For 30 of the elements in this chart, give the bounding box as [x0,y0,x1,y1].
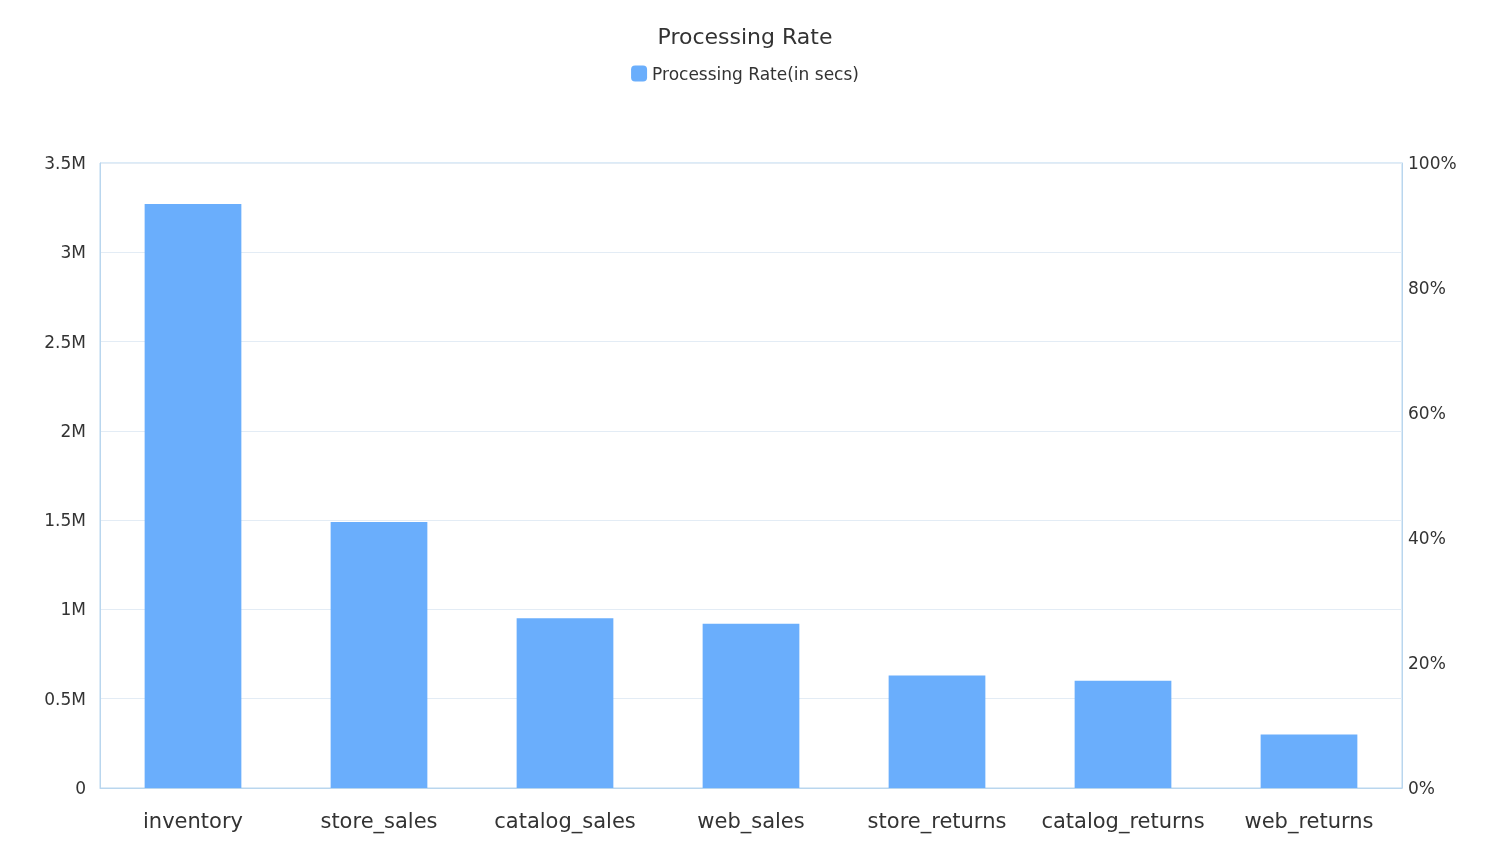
chart-title: Processing Rate [657,23,833,49]
y-tick-label: 1M [60,599,86,620]
bar [888,675,986,788]
bar [144,204,242,788]
x-tick-label: store_returns [867,808,1007,834]
y-tick-label: 0.5M [44,688,86,709]
y-tick-label: 1.5M [44,510,86,531]
y-tick-label: 0 [75,778,86,798]
legend-label: Processing Rate(in secs) [652,63,859,84]
y2-tick-label: 80% [1408,278,1446,298]
x-tick-label: inventory [143,808,243,833]
x-tick-label: web_returns [1244,808,1374,834]
y2-tick-label: 100% [1408,153,1457,173]
y-tick-label: 3.5M [44,153,86,173]
bar [702,623,800,788]
x-tick-label: store_sales [320,808,438,834]
x-tick-label: catalog_returns [1041,808,1205,834]
y-tick-label: 2M [60,420,86,441]
y-tick-label: 3M [60,242,86,263]
y-tick-label: 2.5M [44,331,86,352]
y2-tick-label: 40% [1408,528,1446,548]
y2-tick-label: 60% [1408,403,1446,423]
bar [1260,734,1358,788]
y2-tick-label: 0% [1408,778,1435,798]
bar [516,618,614,788]
x-tick-label: catalog_sales [494,808,636,834]
bar [1074,680,1172,788]
x-tick-label: web_sales [697,808,805,834]
y2-tick-label: 20% [1408,653,1446,673]
bar [330,521,428,788]
